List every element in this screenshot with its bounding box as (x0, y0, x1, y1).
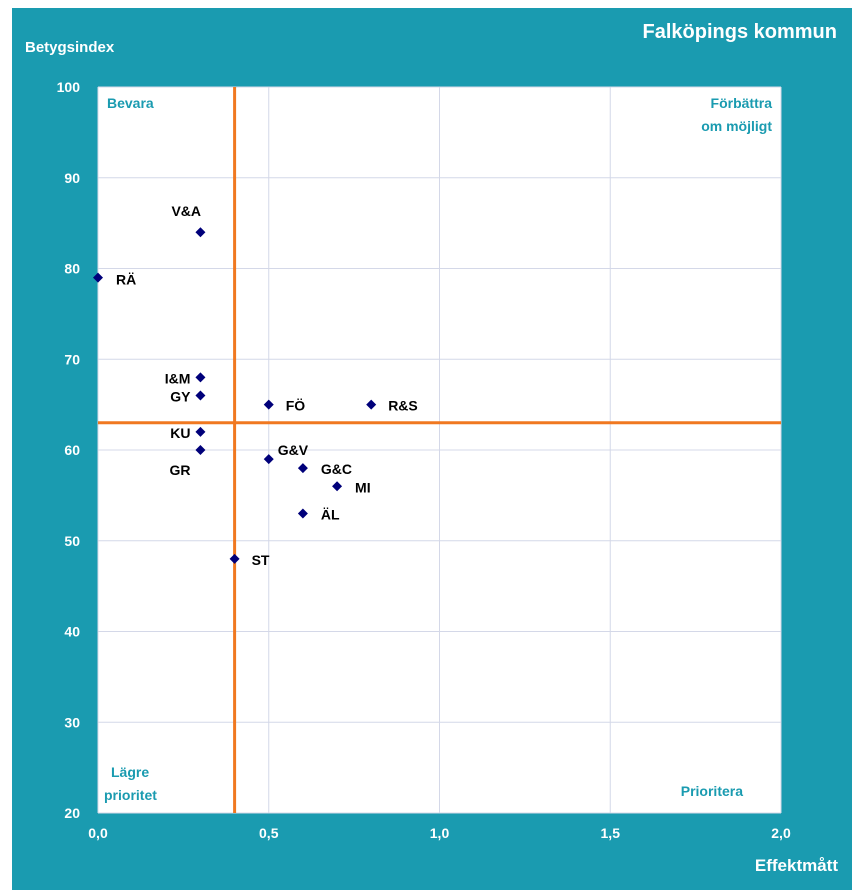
x-tick-label: 1,5 (601, 825, 621, 841)
quadrant-label-prioritet: prioritet (104, 787, 157, 803)
data-point-label: RÄ (116, 272, 136, 288)
data-point-marker (297, 508, 308, 519)
y-axis-title: Betygsindex (25, 39, 115, 56)
chart-title: Falköpings kommun (643, 21, 837, 43)
quadrant-label-prioritera: Prioritera (681, 783, 743, 799)
data-point-label: G&V (278, 442, 309, 458)
data-point-label: R&S (388, 398, 418, 414)
data-point-marker (229, 553, 240, 564)
data-point-label: G&C (321, 461, 352, 477)
data-point-marker (263, 454, 274, 465)
data-point-marker (195, 426, 206, 437)
y-tick-label: 60 (64, 442, 80, 458)
y-tick-label: 50 (64, 533, 80, 549)
data-point-label: ST (252, 552, 270, 568)
data-point-marker (297, 463, 308, 474)
y-tick-label: 100 (57, 79, 81, 95)
data-point-marker (195, 390, 206, 401)
data-point-marker (366, 399, 377, 410)
quadrant-label-bevara: Bevara (107, 95, 154, 111)
data-point-marker (195, 445, 206, 455)
data-points: V&A RÄ I&M GY KU GR FÖ R&S G&V G&CMI ÄL ST (93, 203, 418, 568)
gridlines (97, 86, 782, 814)
data-point-label: I&M (165, 370, 191, 386)
y-tick-label: 30 (64, 714, 80, 730)
x-tick-label: 2,0 (771, 825, 791, 841)
data-point-label: GY (170, 389, 191, 405)
data-point-label: ÄL (321, 507, 340, 523)
y-tick-label: 70 (64, 351, 80, 367)
data-point-marker (195, 227, 206, 238)
y-tick-label: 20 (64, 805, 80, 821)
data-point-label: FÖ (286, 398, 306, 414)
data-point-label: KU (170, 425, 190, 441)
quadrant-label-om-mojligt: om möjligt (701, 118, 772, 134)
y-tick-label: 80 (64, 261, 80, 277)
data-point-marker (93, 272, 103, 283)
x-tick-label: 0,5 (259, 825, 279, 841)
quadrant-label-forbattra: Förbättra (711, 95, 773, 111)
quadrant-label-lagre: Lägre (111, 764, 149, 780)
data-point-marker (332, 481, 343, 492)
x-axis-title: Effektmått (755, 856, 838, 875)
data-point-label: GR (169, 462, 190, 478)
axis-ticks: 20 30 40 50 60 70 80 90 100 0,0 0,5 1,0 1,5 2,0 (57, 79, 791, 841)
reference-lines (98, 87, 781, 813)
data-point-marker (263, 399, 274, 410)
x-tick-label: 0,0 (88, 825, 108, 841)
y-tick-label: 40 (64, 624, 80, 640)
y-tick-label: 90 (64, 170, 80, 186)
data-point-label: MI (355, 479, 371, 495)
x-tick-label: 1,0 (430, 825, 450, 841)
data-point-label: V&A (171, 203, 201, 219)
data-point-marker (195, 372, 206, 383)
